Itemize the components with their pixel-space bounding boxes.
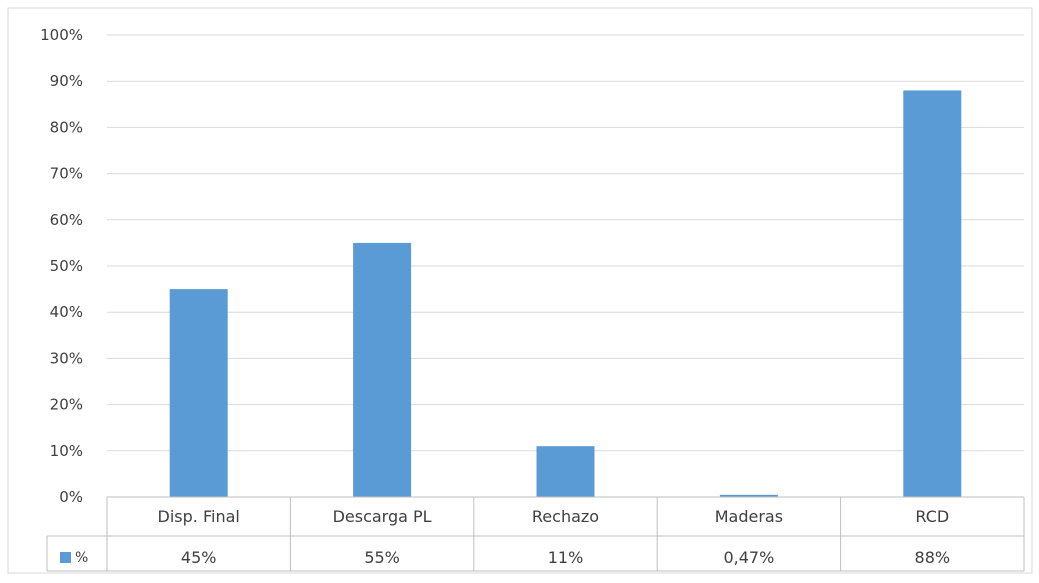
- legend-swatch: [60, 552, 71, 563]
- bars: [169, 90, 962, 497]
- y-tick-label: 100%: [40, 26, 83, 44]
- data-label: 0,47%: [723, 548, 774, 567]
- y-tick-label: 90%: [50, 72, 83, 90]
- bar: [536, 446, 595, 497]
- y-tick-label: 30%: [50, 349, 83, 367]
- category-label: RCD: [915, 507, 949, 526]
- legend-series-name: %: [75, 550, 88, 566]
- data-label: 45%: [181, 548, 217, 567]
- category-label: Disp. Final: [158, 507, 240, 526]
- y-axis-tick-labels: 0% 10% 20% 30% 40% 50% 60% 70% 80% 90% 100%: [40, 26, 83, 506]
- bar: [353, 242, 412, 497]
- bar: [169, 289, 228, 497]
- data-label: 55%: [364, 548, 400, 567]
- data-label: 11%: [548, 548, 584, 567]
- y-tick-label: 80%: [50, 118, 83, 136]
- category-label: Rechazo: [532, 507, 599, 526]
- bar: [719, 494, 778, 497]
- y-tick-label: 10%: [50, 442, 83, 460]
- data-table: Disp. Final Descarga PL Rechazo Maderas RCD%…: [46, 496, 1025, 572]
- data-label: 88%: [915, 548, 951, 567]
- y-tick-label: 20%: [50, 396, 83, 414]
- y-tick-label: 60%: [50, 211, 83, 229]
- y-tick-label: 50%: [50, 257, 83, 275]
- y-tick-label: 40%: [50, 303, 83, 321]
- category-label: Descarga PL: [333, 507, 432, 526]
- gridlines: [107, 34, 1024, 452]
- category-label: Maderas: [715, 507, 783, 526]
- bar: [903, 90, 962, 497]
- y-tick-label: 0%: [59, 488, 83, 506]
- y-tick-label: 70%: [50, 165, 83, 183]
- chart-frame: [7, 7, 1033, 574]
